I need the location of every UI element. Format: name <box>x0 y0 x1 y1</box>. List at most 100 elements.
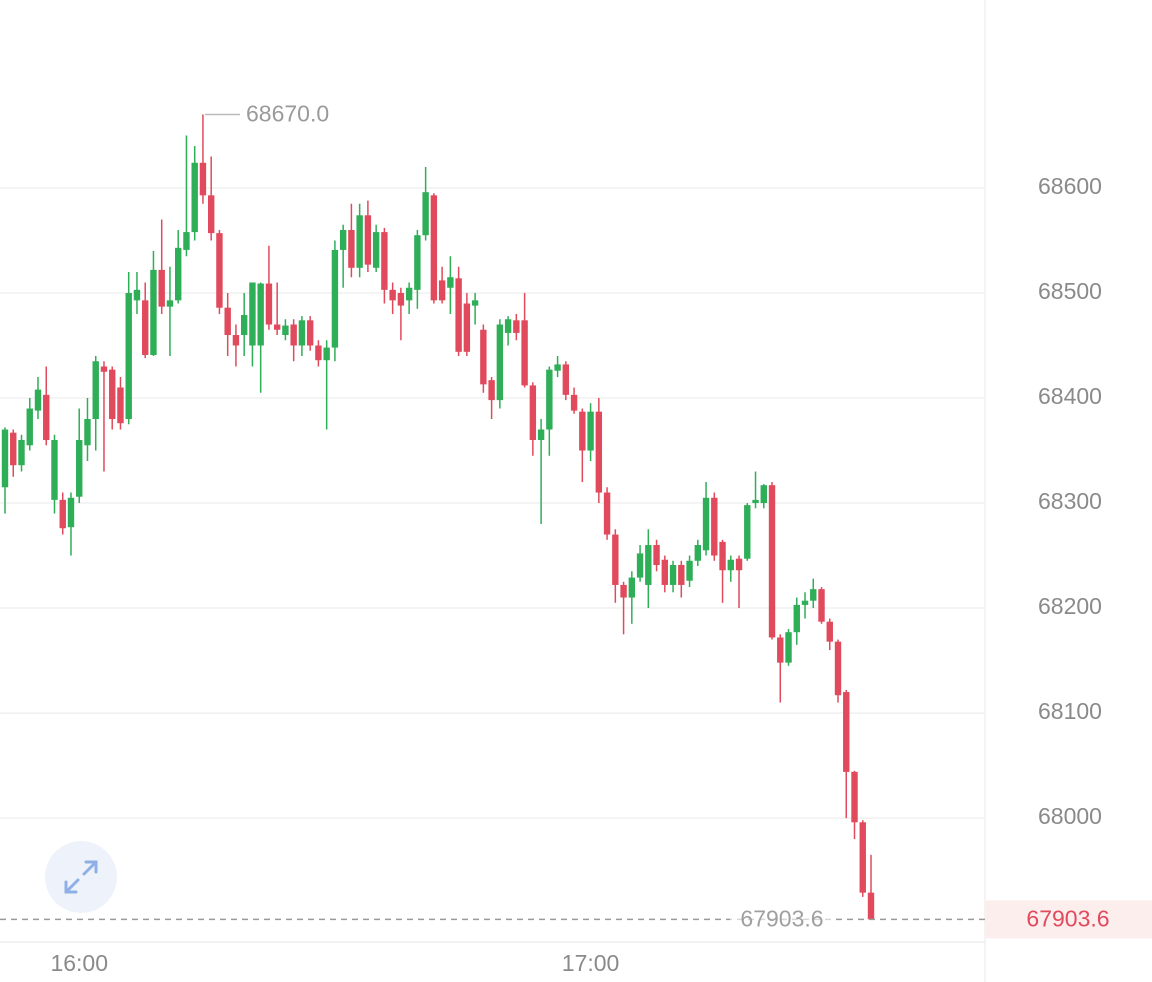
y-tick-label: 68300 <box>1038 488 1102 514</box>
candle-body <box>587 411 594 451</box>
candle-body <box>603 492 611 535</box>
candle-body <box>183 232 190 250</box>
candle-body <box>10 432 17 466</box>
candle-body <box>397 292 405 306</box>
candle-body <box>455 278 462 352</box>
candle-body <box>199 162 207 196</box>
candle-body <box>735 558 743 571</box>
candle-body <box>273 324 281 330</box>
candle-body <box>109 369 116 420</box>
last-price-label-bg <box>730 904 835 935</box>
candle-body <box>529 385 537 441</box>
candle-body <box>92 361 99 420</box>
candle-body <box>331 249 339 348</box>
candle-body <box>59 499 66 529</box>
candle-body <box>34 389 42 411</box>
candle-body <box>240 315 248 336</box>
last-price-tag: 67903.6 <box>1026 905 1109 931</box>
candle-body <box>224 307 231 336</box>
candle-body <box>570 394 578 411</box>
candle-body <box>232 335 240 346</box>
candle-body <box>438 280 446 301</box>
candle-body <box>249 282 256 346</box>
candle-body <box>125 292 132 420</box>
candle-body <box>323 347 330 361</box>
candle-body <box>777 637 784 663</box>
candle-body <box>265 283 273 325</box>
candle-body <box>142 300 149 355</box>
expand-button[interactable] <box>45 841 117 913</box>
candle-body <box>669 564 677 585</box>
candle-body <box>504 319 512 333</box>
candle-body <box>595 411 603 493</box>
candle-body <box>562 364 570 395</box>
candle-body <box>471 300 479 306</box>
x-tick-label: 17:00 <box>562 950 620 976</box>
candle-body <box>381 232 388 290</box>
candle-body <box>306 320 314 346</box>
candle-body <box>636 553 644 578</box>
candle-body <box>859 822 866 893</box>
candle-body <box>133 289 141 301</box>
candle-body <box>339 229 347 250</box>
candle-body <box>1 429 9 488</box>
candle-body <box>851 771 858 823</box>
candle-body <box>207 195 215 234</box>
y-tick-label: 68000 <box>1038 803 1102 829</box>
candle-body <box>348 229 355 268</box>
expand-icon[interactable] <box>64 860 98 894</box>
candle-body <box>496 324 504 401</box>
candle-body <box>801 600 809 605</box>
candle-body <box>579 411 586 451</box>
y-tick-label: 68400 <box>1038 383 1102 409</box>
candle-body <box>76 440 83 497</box>
candle-body <box>867 892 875 920</box>
candle-body <box>752 499 759 504</box>
last-price-tag-bg <box>985 900 1152 939</box>
candle-body <box>356 215 363 268</box>
candle-body <box>175 247 182 301</box>
candle-body <box>711 497 718 556</box>
candle-body <box>793 604 800 633</box>
candle-body <box>727 559 734 571</box>
candle-body <box>372 232 380 268</box>
candle-body <box>678 564 685 585</box>
candle-body <box>315 345 322 361</box>
candle-body <box>364 215 372 265</box>
candle-body <box>785 632 792 663</box>
expand-button-bg[interactable] <box>45 841 117 913</box>
candle-body <box>389 289 396 301</box>
candle-body <box>216 233 223 308</box>
candle-body <box>768 485 776 638</box>
candle-body <box>554 364 561 371</box>
candle-body <box>414 235 421 290</box>
candle-body <box>430 195 438 301</box>
candle-body <box>653 545 660 565</box>
candle-body <box>405 287 413 301</box>
y-tick-label: 68200 <box>1038 593 1102 619</box>
candle-body <box>26 408 33 446</box>
candle-body <box>620 584 627 598</box>
candle-body <box>282 325 289 336</box>
candle-body <box>488 380 495 401</box>
candle-body <box>661 559 669 585</box>
candle-body <box>513 320 520 333</box>
candle-body <box>810 589 817 601</box>
candle-body <box>834 641 842 696</box>
candle-body <box>719 541 726 571</box>
candle-body <box>298 320 306 346</box>
candle-body <box>645 545 652 585</box>
candle-body <box>521 320 528 386</box>
candle-body <box>480 329 487 385</box>
max-marker-label: 68670.0 <box>246 101 329 127</box>
last-price-inline-label: 67903.6 <box>740 905 823 931</box>
candle-body <box>826 621 833 642</box>
candle-body <box>818 589 825 622</box>
candle-body <box>546 369 553 430</box>
x-tick-label: 16:00 <box>50 950 108 976</box>
candle-body <box>257 283 264 346</box>
candle-body <box>694 545 701 561</box>
y-tick-label: 68100 <box>1038 698 1102 724</box>
